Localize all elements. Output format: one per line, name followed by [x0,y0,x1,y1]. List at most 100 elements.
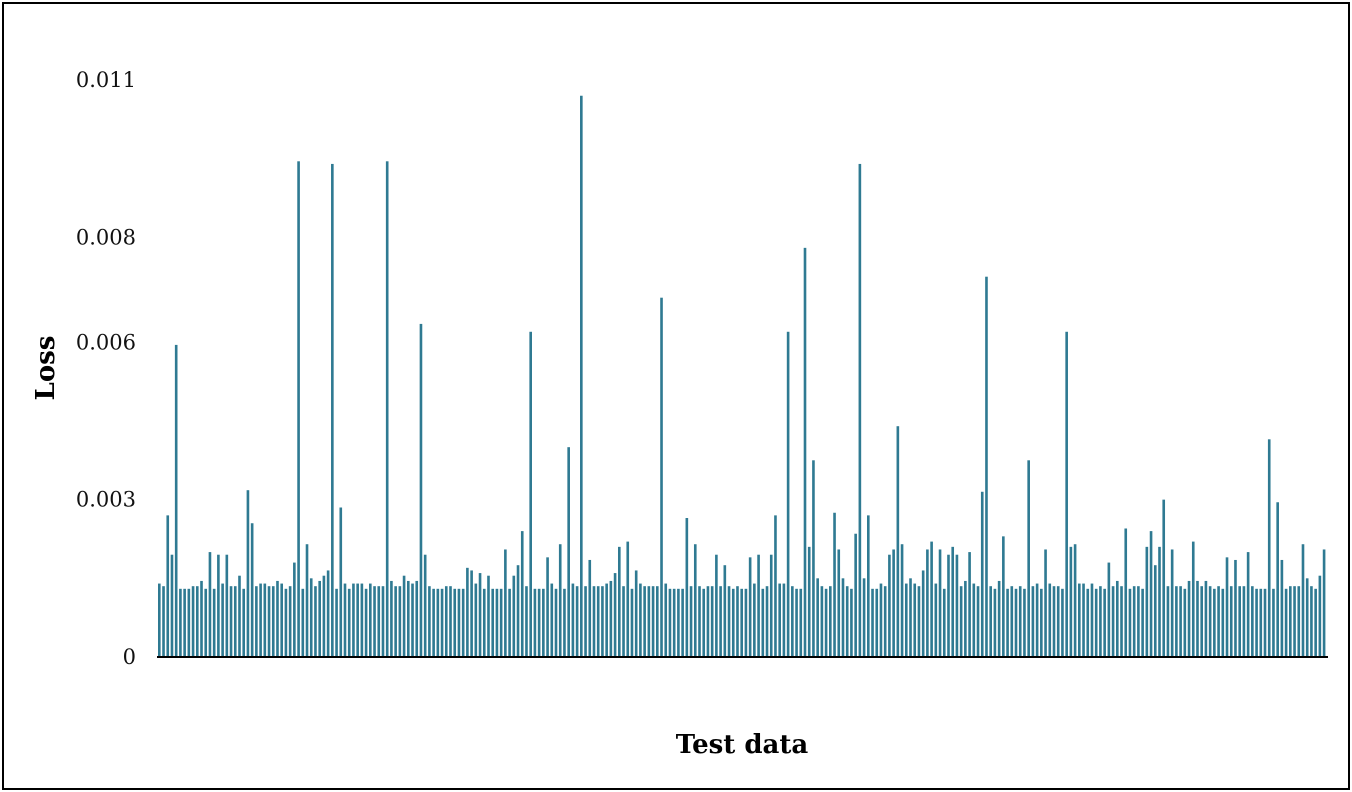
bar [200,580,203,657]
bar [854,533,857,657]
bar [1056,586,1060,657]
bar [546,557,549,657]
bar [1305,578,1309,657]
bar [1141,588,1144,657]
bar [352,583,355,657]
bar [1099,586,1102,657]
bar [791,586,794,657]
bar [765,586,769,657]
bar [1297,586,1301,657]
bar [736,586,739,657]
bar [618,546,621,657]
bar [444,586,448,657]
bar [520,531,524,657]
bar [255,586,258,657]
bar [466,567,469,657]
bar [482,588,486,657]
bar [1103,588,1106,657]
bar [769,554,773,657]
bar [938,549,942,657]
bar [499,588,503,657]
bar [845,586,849,657]
bar [1014,588,1018,657]
bar [1031,586,1035,657]
bar [571,583,575,657]
bar [398,586,402,657]
bar [1120,586,1123,657]
bar [1229,586,1233,657]
y-tick-label: 0.008 [76,225,136,249]
bar [879,583,883,657]
bar [1073,544,1077,657]
bar [841,578,845,657]
bar [934,583,938,657]
bar [390,580,393,657]
bar [596,586,600,657]
bar [453,588,457,657]
bar [314,586,317,657]
bar [339,507,343,657]
bar [753,583,756,657]
bar [723,565,727,657]
bar [1078,583,1081,657]
bar [343,583,347,657]
bar [170,554,174,657]
bar [1094,588,1098,657]
bar [1166,586,1170,657]
bar [693,544,697,657]
bar [989,586,992,657]
bar [158,583,161,657]
bar [1251,586,1254,657]
bar [263,583,267,657]
bar [1263,588,1267,657]
bar [233,586,237,657]
bar [702,588,706,657]
y-axis-ticks: 0 0.003 0.006 0.008 0.011 [76,68,136,669]
bar [1069,546,1073,657]
bar [402,575,406,657]
bar [183,588,186,657]
bar [955,554,959,657]
bar [162,586,165,657]
bar [1153,565,1157,657]
bar [1255,588,1258,657]
bar [470,570,473,657]
bar [1238,586,1241,657]
bar [1318,575,1322,657]
bar [1023,588,1026,657]
bar [782,583,786,657]
bar [208,552,212,657]
bar [242,588,246,657]
bar [297,161,300,658]
bar [280,583,284,657]
bar [301,588,305,657]
bar [1200,586,1204,657]
bar [309,578,313,657]
bar [1132,586,1136,657]
bar [1322,549,1326,657]
bar [812,460,815,657]
bar [947,554,950,657]
bar [1310,586,1313,657]
bar [550,583,554,657]
bar [1208,586,1212,657]
bar [250,523,254,657]
bar [592,586,596,657]
bar [1175,586,1178,657]
bar [748,557,752,657]
bar [917,586,921,657]
bar [1259,588,1263,657]
bar [491,588,495,657]
bar [326,570,330,657]
bar [516,565,520,657]
bar [440,588,444,657]
bar [883,586,887,657]
bar [980,491,984,657]
bar [900,544,904,657]
bar [605,583,608,657]
bar [875,588,879,657]
bar [1191,541,1195,657]
bar [567,447,570,657]
bar [639,583,642,657]
bar [1048,583,1052,657]
